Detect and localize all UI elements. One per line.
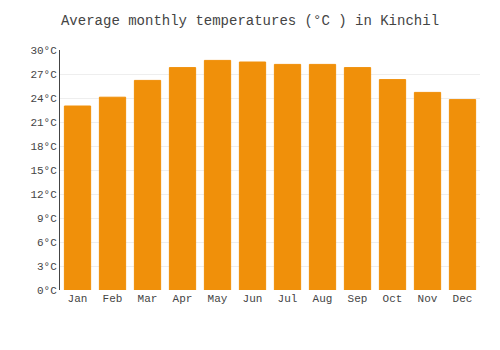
- svg-text:Apr: Apr: [173, 293, 193, 305]
- svg-text:Mar: Mar: [138, 293, 158, 305]
- svg-text:12°C: 12°C: [30, 189, 57, 201]
- svg-text:30°C: 30°C: [30, 45, 57, 57]
- svg-text:Jul: Jul: [278, 293, 298, 305]
- svg-text:9°C: 9°C: [37, 213, 57, 225]
- svg-text:Jan: Jan: [68, 293, 88, 305]
- svg-text:Jun: Jun: [243, 293, 263, 305]
- svg-text:Sep: Sep: [348, 293, 368, 305]
- svg-text:0°C: 0°C: [37, 285, 57, 297]
- svg-text:15°C: 15°C: [30, 165, 57, 177]
- svg-text:Dec: Dec: [453, 293, 473, 305]
- svg-text:Nov: Nov: [418, 293, 438, 305]
- svg-text:Oct: Oct: [383, 293, 403, 305]
- svg-text:18°C: 18°C: [30, 141, 57, 153]
- svg-text:May: May: [208, 293, 228, 305]
- svg-text:6°C: 6°C: [37, 237, 57, 249]
- svg-text:3°C: 3°C: [37, 261, 57, 273]
- svg-text:24°C: 24°C: [30, 93, 57, 105]
- svg-text:27°C: 27°C: [30, 69, 57, 81]
- svg-text:Aug: Aug: [313, 293, 333, 305]
- svg-text:Feb: Feb: [103, 293, 123, 305]
- svg-text:21°C: 21°C: [30, 117, 57, 129]
- svg-text:Average monthly temperatures (: Average monthly temperatures (°C ) in Ki…: [61, 13, 439, 29]
